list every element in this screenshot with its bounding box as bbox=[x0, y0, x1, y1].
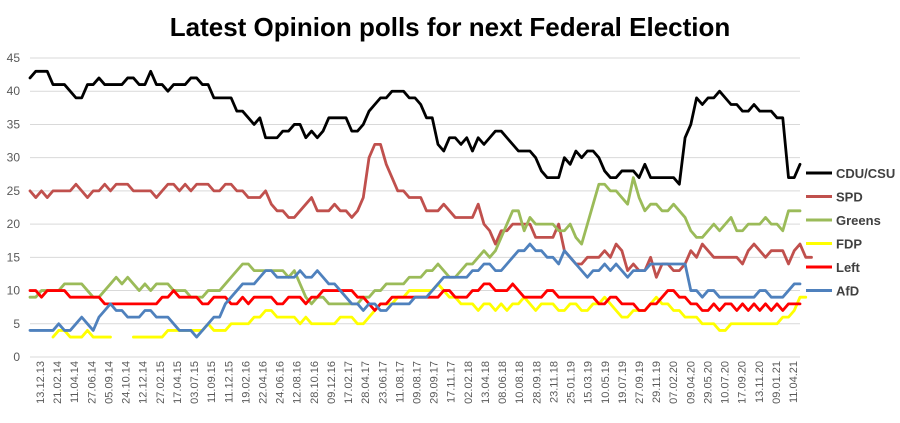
y-tick-label: 35 bbox=[7, 117, 21, 131]
x-tick-label: 17.04.15 bbox=[172, 361, 184, 404]
x-tick-label: 05.09.14 bbox=[103, 361, 115, 404]
legend-label-afd: AfD bbox=[836, 284, 859, 299]
series-line-cdu-csu bbox=[28, 69, 802, 186]
series-line-greens bbox=[28, 176, 802, 306]
series-line-fdp bbox=[51, 282, 808, 339]
x-tick-label: 23.11.18 bbox=[548, 361, 560, 403]
y-tick-label: 45 bbox=[7, 51, 21, 65]
x-tick-label: 29.05.20 bbox=[702, 361, 714, 404]
y-axis: 0 5 10 15 20 25 30 35 40 45 bbox=[7, 51, 21, 364]
x-tick-label: 17.11.17 bbox=[446, 361, 458, 403]
legend-label-cdu-csu: CDU/CSU bbox=[836, 166, 895, 181]
x-tick-label: 11.09.15 bbox=[206, 361, 218, 403]
series-lines bbox=[28, 69, 813, 339]
x-tick-label: 10.08.18 bbox=[514, 361, 526, 404]
x-tick-label: 10.07.20 bbox=[720, 361, 732, 404]
legend-label-fdp: FDP bbox=[836, 237, 862, 252]
legend-label-left: Left bbox=[836, 260, 861, 275]
x-tick-label: 12.12.14 bbox=[138, 361, 150, 404]
x-tick-label: 29.09.17 bbox=[429, 361, 441, 404]
y-tick-label: 0 bbox=[13, 350, 20, 364]
x-tick-label: 11.08.17 bbox=[394, 361, 406, 403]
x-tick-label: 13.04.18 bbox=[480, 361, 492, 404]
legend-label-spd: SPD bbox=[836, 190, 863, 205]
x-tick-label: 17.09.20 bbox=[737, 361, 749, 404]
x-tick-label: 09.04.20 bbox=[685, 361, 697, 404]
x-tick-label: 22.04.16 bbox=[257, 361, 269, 404]
series-line-spd bbox=[28, 142, 813, 279]
y-tick-label: 25 bbox=[7, 184, 21, 198]
x-tick-label: 13.12.13 bbox=[35, 361, 47, 404]
x-tick-label: 24.06.16 bbox=[275, 361, 287, 404]
x-tick-label: 09.08.17 bbox=[412, 361, 424, 404]
x-tick-label: 28.10.16 bbox=[309, 361, 321, 404]
x-tick-label: 03.07.15 bbox=[189, 361, 201, 404]
y-tick-label: 30 bbox=[7, 151, 21, 165]
y-tick-label: 20 bbox=[7, 217, 21, 231]
x-tick-label: 17.02.17 bbox=[343, 361, 355, 404]
y-tick-label: 15 bbox=[7, 250, 21, 264]
x-tick-label: 11.12.15 bbox=[223, 361, 235, 403]
x-tick-label: 11.04.14 bbox=[69, 361, 81, 403]
legend: CDU/CSU SPD Greens FDP Left AfD bbox=[806, 166, 895, 299]
y-tick-label: 5 bbox=[13, 317, 20, 331]
x-tick-label: 23.06.17 bbox=[377, 361, 389, 404]
x-tick-label: 25.01.19 bbox=[566, 361, 578, 404]
series-line-afd bbox=[28, 242, 802, 339]
x-tick-label: 09.12.16 bbox=[326, 361, 338, 404]
x-tick-label: 10.05.19 bbox=[600, 361, 612, 404]
y-tick-label: 10 bbox=[7, 284, 21, 298]
x-tick-label: 27.09.19 bbox=[634, 361, 646, 404]
x-tick-label: 29.11.19 bbox=[651, 361, 663, 403]
x-tick-label: 07.02.20 bbox=[668, 361, 680, 404]
x-tick-label: 27.06.14 bbox=[86, 361, 98, 404]
x-tick-label: 19.07.19 bbox=[617, 361, 629, 404]
x-tick-label: 28.04.17 bbox=[360, 361, 372, 404]
chart-title: Latest Opinion polls for next Federal El… bbox=[170, 12, 731, 42]
x-tick-label: 12.08.16 bbox=[292, 361, 304, 404]
y-tick-label: 40 bbox=[7, 84, 21, 98]
x-tick-label: 13.11.20 bbox=[754, 361, 766, 403]
x-tick-label: 21.02.14 bbox=[52, 361, 64, 404]
legend-label-greens: Greens bbox=[836, 213, 881, 228]
x-tick-label: 28.09.18 bbox=[531, 361, 543, 404]
x-tick-label: 11.04.21 bbox=[788, 361, 800, 403]
x-tick-label: 09.01.21 bbox=[771, 361, 783, 404]
x-tick-label: 19.02.16 bbox=[240, 361, 252, 404]
x-tick-label: 27.02.15 bbox=[155, 361, 167, 404]
x-tick-label: 15.03.19 bbox=[583, 361, 595, 404]
x-tick-label: 02.02.18 bbox=[463, 361, 475, 404]
x-axis: 13.12.13 21.02.14 11.04.14 27.06.14 05.09.14… bbox=[35, 361, 800, 404]
gridlines bbox=[30, 57, 800, 358]
x-tick-label: 08.06.18 bbox=[497, 361, 509, 404]
x-tick-label: 24.10.14 bbox=[121, 361, 133, 404]
